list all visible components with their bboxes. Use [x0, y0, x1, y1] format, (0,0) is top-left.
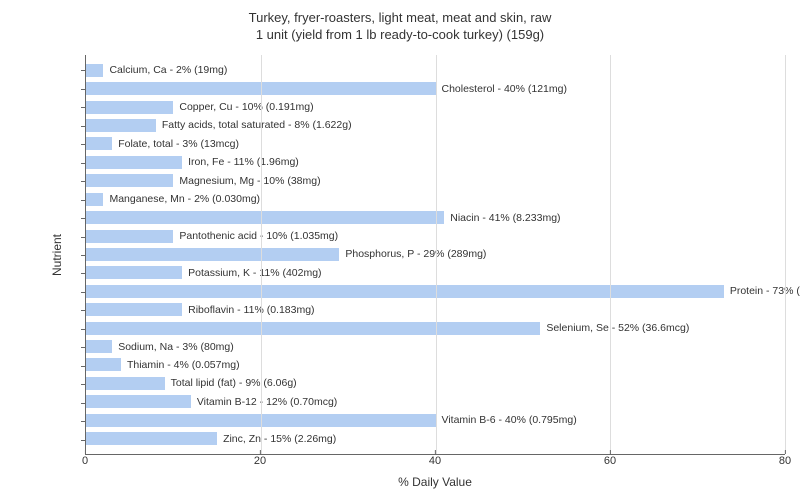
bar [86, 432, 217, 445]
bar [86, 156, 182, 169]
chart-title-line2: 1 unit (yield from 1 lb ready-to-cook tu… [0, 27, 800, 44]
bar [86, 211, 444, 224]
chart-title-line1: Turkey, fryer-roasters, light meat, meat… [0, 10, 800, 27]
bar-label: Niacin - 41% (8.233mg) [444, 212, 560, 224]
bar [86, 395, 191, 408]
bar [86, 340, 112, 353]
y-tick-mark [81, 292, 85, 293]
bar-label: Riboflavin - 11% (0.183mg) [182, 304, 314, 316]
y-tick-mark [81, 181, 85, 182]
y-tick-mark [81, 255, 85, 256]
bar [86, 285, 724, 298]
y-tick-mark [81, 200, 85, 201]
bar-label: Folate, total - 3% (13mcg) [112, 138, 239, 150]
y-tick-mark [81, 107, 85, 108]
gridline [785, 55, 786, 454]
x-tick: 40 [429, 455, 441, 467]
y-tick-mark [81, 384, 85, 385]
bar-label: Protein - 73% (36.71g) [724, 285, 800, 297]
x-tick: 0 [82, 455, 88, 467]
bar-label: Pantothenic acid - 10% (1.035mg) [173, 230, 338, 242]
bar-label: Potassium, K - 11% (402mg) [182, 267, 321, 279]
bar-label: Iron, Fe - 11% (1.96mg) [182, 156, 299, 168]
x-tick: 80 [779, 455, 791, 467]
y-tick-mark [81, 144, 85, 145]
gridline [610, 55, 611, 454]
bar [86, 358, 121, 371]
bar-label: Sodium, Na - 3% (80mg) [112, 341, 234, 353]
gridline [261, 55, 262, 454]
y-tick-mark [81, 218, 85, 219]
x-tick: 60 [604, 455, 616, 467]
y-tick-mark [81, 163, 85, 164]
bar [86, 193, 103, 206]
x-axis: % Daily Value 020406080 [85, 455, 785, 495]
y-tick-mark [81, 126, 85, 127]
bar [86, 248, 339, 261]
bar [86, 266, 182, 279]
y-tick-mark [81, 89, 85, 90]
bar [86, 377, 165, 390]
plot-area: Calcium, Ca - 2% (19mg) Cholesterol - 40%… [85, 55, 785, 455]
bar-label: Calcium, Ca - 2% (19mg) [103, 64, 227, 76]
bar [86, 101, 173, 114]
bar [86, 322, 540, 335]
gridline [436, 55, 437, 454]
y-tick-mark [81, 310, 85, 311]
bar [86, 174, 173, 187]
bar-label: Vitamin B-12 - 12% (0.70mcg) [191, 396, 337, 408]
y-tick-mark [81, 366, 85, 367]
bar-label: Cholesterol - 40% (121mg) [436, 83, 567, 95]
plot-wrap: Nutrient Calcium, Ca - 2% (19mg) Choleste… [30, 55, 790, 455]
bar-label: Thiamin - 4% (0.057mg) [121, 359, 240, 371]
bar [86, 230, 173, 243]
y-tick-mark [81, 440, 85, 441]
y-tick-mark [81, 421, 85, 422]
bar-label: Zinc, Zn - 15% (2.26mg) [217, 433, 336, 445]
bar-label: Manganese, Mn - 2% (0.030mg) [103, 193, 260, 205]
bar-label: Copper, Cu - 10% (0.191mg) [173, 101, 313, 113]
bar [86, 303, 182, 316]
y-tick-mark [81, 403, 85, 404]
y-tick-mark [81, 347, 85, 348]
y-tick-mark [81, 237, 85, 238]
y-axis-label: Nutrient [50, 234, 64, 276]
y-tick-mark [81, 273, 85, 274]
y-tick-mark [81, 70, 85, 71]
bar-label: Selenium, Se - 52% (36.6mcg) [540, 322, 689, 334]
bar [86, 119, 156, 132]
bar-label: Total lipid (fat) - 9% (6.06g) [165, 377, 297, 389]
bar-label: Fatty acids, total saturated - 8% (1.622… [156, 119, 352, 131]
y-tick-mark [81, 329, 85, 330]
chart-title: Turkey, fryer-roasters, light meat, meat… [0, 0, 800, 44]
x-tick: 20 [254, 455, 266, 467]
bar [86, 64, 103, 77]
bar [86, 137, 112, 150]
x-axis-label: % Daily Value [398, 475, 472, 489]
bar-label: Vitamin B-6 - 40% (0.795mg) [436, 414, 577, 426]
bar-label: Phosphorus, P - 29% (289mg) [339, 248, 486, 260]
bar-label: Magnesium, Mg - 10% (38mg) [173, 175, 320, 187]
